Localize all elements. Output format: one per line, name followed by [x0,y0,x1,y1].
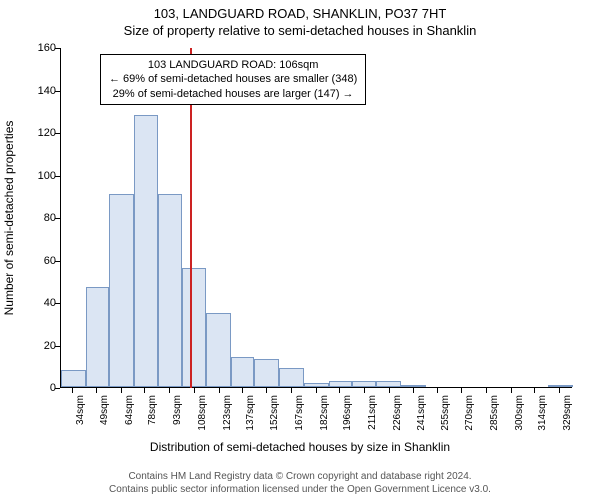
histogram-bar [329,381,352,387]
x-tick-label: 300sqm [514,395,525,431]
histogram-bar [376,381,401,387]
x-tick-mark [364,388,365,393]
x-tick-label: 270sqm [464,395,475,431]
x-tick-mark [72,388,73,393]
x-tick-label: 78sqm [147,395,158,425]
x-tick-mark [437,388,438,393]
x-tick-label: 226sqm [392,395,403,431]
x-tick-label: 329sqm [562,395,573,431]
y-tick-mark [55,48,60,49]
x-tick-label: 137sqm [245,395,256,431]
x-tick-mark [169,388,170,393]
x-tick-mark [413,388,414,393]
chart-title-sub: Size of property relative to semi-detach… [0,21,600,38]
y-tick-mark [55,303,60,304]
histogram-bar [231,357,254,387]
histogram-bar [206,313,231,387]
y-tick-mark [55,388,60,389]
x-tick-mark [486,388,487,393]
x-tick-label: 196sqm [342,395,353,431]
histogram-bar [401,385,426,387]
annotation-box: 103 LANDGUARD ROAD: 106sqm← 69% of semi-… [100,54,366,105]
copyright-notice: Contains HM Land Registry data © Crown c… [0,470,600,496]
histogram-bar [548,385,573,387]
annotation-line: 29% of semi-detached houses are larger (… [109,87,357,101]
x-tick-mark [511,388,512,393]
histogram-bar [279,368,304,387]
histogram-bar [134,115,159,387]
y-axis-label: Number of semi-detached properties [2,121,16,316]
x-tick-mark [461,388,462,393]
x-tick-label: 64sqm [124,395,135,425]
x-tick-label: 93sqm [172,395,183,425]
x-tick-label: 182sqm [319,395,330,431]
y-tick-label: 80 [26,212,56,224]
x-axis-label: Distribution of semi-detached houses by … [0,440,600,454]
histogram-bar [109,194,134,387]
y-tick-mark [55,261,60,262]
x-tick-mark [242,388,243,393]
histogram-bar [352,381,377,387]
y-tick-mark [55,91,60,92]
x-tick-mark [389,388,390,393]
y-tick-label: 100 [26,170,56,182]
x-tick-mark [559,388,560,393]
copyright-line-1: Contains HM Land Registry data © Crown c… [0,470,600,483]
x-tick-label: 167sqm [294,395,305,431]
x-tick-mark [121,388,122,393]
y-tick-label: 20 [26,340,56,352]
y-tick-mark [55,176,60,177]
y-tick-label: 60 [26,255,56,267]
histogram-bar [158,194,181,387]
x-tick-label: 314sqm [537,395,548,431]
y-tick-label: 120 [26,127,56,139]
x-tick-label: 285sqm [489,395,500,431]
x-tick-mark [339,388,340,393]
x-tick-mark [291,388,292,393]
x-tick-mark [96,388,97,393]
x-tick-mark [144,388,145,393]
x-tick-label: 123sqm [222,395,233,431]
x-tick-label: 49sqm [99,395,110,425]
histogram-bar [86,287,109,387]
histogram-bar [304,383,329,387]
y-tick-mark [55,346,60,347]
y-tick-label: 140 [26,85,56,97]
histogram-bar [254,359,279,387]
annotation-line: ← 69% of semi-detached houses are smalle… [109,72,357,86]
x-tick-mark [219,388,220,393]
x-tick-label: 211sqm [367,395,378,430]
x-tick-label: 108sqm [197,395,208,431]
x-tick-label: 255sqm [440,395,451,431]
histogram-bar [182,268,207,387]
x-tick-mark [534,388,535,393]
y-tick-label: 0 [26,382,56,394]
x-tick-label: 241sqm [416,395,427,431]
chart-title-main: 103, LANDGUARD ROAD, SHANKLIN, PO37 7HT [0,0,600,21]
x-tick-label: 152sqm [269,395,280,431]
x-tick-mark [266,388,267,393]
y-tick-label: 160 [26,42,56,54]
x-tick-label: 34sqm [75,395,86,425]
y-tick-mark [55,218,60,219]
x-tick-mark [316,388,317,393]
annotation-line: 103 LANDGUARD ROAD: 106sqm [109,58,357,72]
x-tick-mark [194,388,195,393]
chart-container: Number of semi-detached properties Distr… [0,44,600,444]
y-tick-label: 40 [26,297,56,309]
copyright-line-2: Contains public sector information licen… [0,483,600,496]
y-tick-mark [55,133,60,134]
histogram-bar [61,370,86,387]
